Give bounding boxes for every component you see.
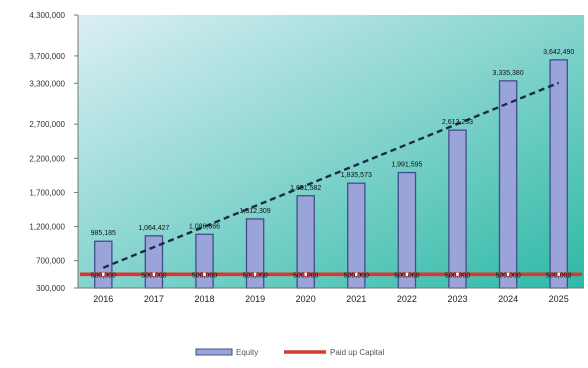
equity-data-label: 1,835,573 xyxy=(341,172,372,179)
capital-data-label: 500,000 xyxy=(394,272,419,279)
paid-up-capital-marker xyxy=(353,271,359,277)
x-tick-label: 2021 xyxy=(346,294,366,304)
y-tick-label: 2,200,000 xyxy=(29,154,65,163)
equity-data-label: 1,312,309 xyxy=(240,208,271,215)
bar-equity xyxy=(195,233,214,289)
paid-up-capital-marker xyxy=(505,271,511,277)
bar-equity xyxy=(549,59,568,289)
paid-up-capital-marker xyxy=(454,271,461,277)
capital-data-label: 500,000 xyxy=(141,272,166,279)
capital-data-label: 500,000 xyxy=(192,272,217,279)
equity-data-label: 2,613,233 xyxy=(442,119,473,126)
x-tick-label: 2018 xyxy=(194,294,214,304)
bar-equity xyxy=(94,240,113,289)
x-tick-label: 2025 xyxy=(549,294,569,304)
data-labels: 985,185 1,064,427 1,086,866 1,312,309 1,651,… xyxy=(91,49,575,279)
x-tick-label: 2016 xyxy=(93,294,113,304)
y-tick-label: 3,700,000 xyxy=(29,52,65,61)
x-tick-label: 2019 xyxy=(245,294,265,304)
equity-trendline xyxy=(102,81,560,269)
paid-up-capital-marker xyxy=(100,271,106,277)
paid-up-capital-marker xyxy=(151,271,157,277)
lines xyxy=(80,81,582,277)
capital-data-label: 500,000 xyxy=(495,272,520,279)
bar-equity xyxy=(498,80,518,289)
equity-data-label: 1,086,866 xyxy=(189,223,220,230)
paid-up-capital-marker xyxy=(404,271,410,277)
y-tick-label: 2,700,000 xyxy=(29,120,65,129)
bar-equity xyxy=(397,171,417,289)
legend-swatch-equity xyxy=(195,348,233,356)
x-tick-label: 2020 xyxy=(296,294,316,304)
legend-label-capital: Paid up Capital xyxy=(330,348,384,357)
equity-data-label: 3,335,380 xyxy=(493,70,524,77)
x-tick-label: 2022 xyxy=(397,294,417,304)
equity-data-label: 1,064,427 xyxy=(138,225,169,232)
capital-data-label: 500,000 xyxy=(91,272,116,279)
equity-data-label: 3,642,490 xyxy=(543,49,574,56)
x-axis: 2016 2017 2018 2019 2020 2021 2022 2023 2024 2025 xyxy=(78,287,584,304)
bar-equity xyxy=(448,129,467,289)
y-tick-label: 700,000 xyxy=(36,257,65,266)
capital-data-label: 500,000 xyxy=(344,272,369,279)
y-tick-label: 1,700,000 xyxy=(29,188,65,197)
equity-data-label: 1,991,595 xyxy=(391,162,422,169)
y-tick-label: 4,300,000 xyxy=(29,11,65,20)
capital-data-label: 500,000 xyxy=(293,272,318,279)
equity-data-label: 1,651,582 xyxy=(290,185,321,192)
paid-up-capital-marker xyxy=(252,271,258,277)
y-tick-label: 300,000 xyxy=(36,284,65,293)
equity-data-label: 985,185 xyxy=(91,230,116,237)
legend: Equity Paid up Capital xyxy=(195,348,384,357)
y-tick-label: 1,200,000 xyxy=(29,223,65,232)
x-tick-label: 2024 xyxy=(498,294,518,304)
capital-data-label: 500,000 xyxy=(546,272,571,279)
paid-up-capital-marker xyxy=(556,271,562,277)
y-tick-label: 3,300,000 xyxy=(29,79,65,88)
paid-up-capital-marker xyxy=(201,271,208,277)
x-tick-label: 2017 xyxy=(144,294,164,304)
y-axis: 300,000 700,000 1,200,000 1,700,000 2,200,00… xyxy=(29,11,79,293)
capital-data-label: 500,000 xyxy=(445,272,470,279)
paid-up-capital-marker xyxy=(303,271,309,277)
capital-data-label: 500,000 xyxy=(242,272,267,279)
x-tick-label: 2023 xyxy=(447,294,467,304)
legend-label-equity: Equity xyxy=(236,348,258,357)
